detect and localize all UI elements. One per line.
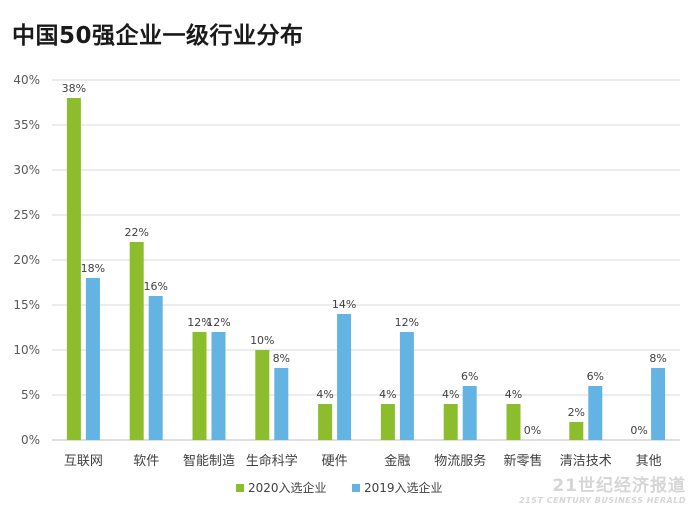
data-label: 6%	[587, 370, 604, 383]
watermark-main: 21世纪经济报道	[552, 476, 686, 496]
data-label: 14%	[332, 298, 356, 311]
x-tick-label: 物流服务	[434, 453, 486, 469]
y-tick-label: 10%	[13, 343, 40, 357]
bar-2019	[651, 368, 666, 440]
bar-2019	[148, 296, 163, 440]
data-label: 12%	[187, 316, 211, 329]
y-tick-label: 5%	[21, 388, 40, 402]
data-label: 4%	[442, 388, 459, 401]
chart-title: 中国50强企业一级行业分布	[12, 23, 304, 49]
bar-2019	[337, 314, 352, 440]
data-label: 18%	[81, 262, 105, 275]
x-tick-label: 金融	[384, 453, 410, 469]
bar-2020	[129, 242, 144, 440]
legend-swatch	[236, 484, 244, 492]
x-tick-label: 智能制造	[183, 454, 235, 469]
watermark-sub: 21ST CENTURY BUSINESS HERALD	[519, 496, 686, 505]
data-label: 10%	[250, 334, 274, 347]
y-tick-label: 35%	[13, 118, 40, 132]
x-tick-label: 软件	[133, 454, 159, 469]
bar-2019	[211, 332, 226, 440]
y-tick-label: 15%	[13, 298, 40, 312]
data-label: 0%	[524, 424, 541, 437]
bar-2019	[399, 332, 414, 440]
watermark: 21世纪经济报道 21ST CENTURY BUSINESS HERALD	[519, 471, 686, 505]
data-label: 12%	[395, 316, 419, 329]
y-tick-label: 30%	[13, 163, 40, 177]
bar-2020	[443, 404, 458, 440]
bar-2020	[66, 98, 81, 440]
data-label: 6%	[461, 370, 478, 383]
y-tick-label: 0%	[21, 433, 40, 447]
data-label: 8%	[649, 352, 666, 365]
bar-2020	[318, 404, 333, 440]
bar-2020	[192, 332, 207, 440]
data-label: 4%	[316, 388, 333, 401]
x-tick-label: 生命科学	[246, 453, 298, 469]
bar-2020	[506, 404, 521, 440]
x-tick-label: 互联网	[64, 454, 103, 469]
data-label: 2%	[568, 406, 585, 419]
data-label: 4%	[505, 388, 522, 401]
legend-swatch	[352, 484, 360, 492]
data-label: 16%	[143, 280, 167, 293]
data-label: 4%	[379, 388, 396, 401]
data-label: 12%	[206, 316, 230, 329]
bar-2020	[255, 350, 270, 440]
y-tick-label: 40%	[13, 73, 40, 87]
legend-label: 2020入选企业	[248, 480, 327, 495]
bar-2020	[569, 422, 584, 440]
y-tick-label: 25%	[13, 208, 40, 222]
data-label: 38%	[62, 82, 86, 95]
data-label: 8%	[273, 352, 290, 365]
bar-2019	[274, 368, 289, 440]
y-tick-label: 20%	[13, 253, 40, 267]
x-tick-label: 清洁技术	[560, 454, 612, 469]
bar-2019	[588, 386, 603, 440]
data-label: 22%	[124, 226, 148, 239]
x-tick-label: 硬件	[322, 454, 348, 469]
x-tick-label: 新零售	[503, 453, 542, 469]
bar-2019	[462, 386, 477, 440]
data-label: 0%	[630, 424, 647, 437]
legend-label: 2019入选企业	[364, 480, 443, 495]
bar-2019	[85, 278, 100, 440]
bar-2020	[380, 404, 395, 440]
x-tick-label: 其他	[636, 454, 662, 469]
